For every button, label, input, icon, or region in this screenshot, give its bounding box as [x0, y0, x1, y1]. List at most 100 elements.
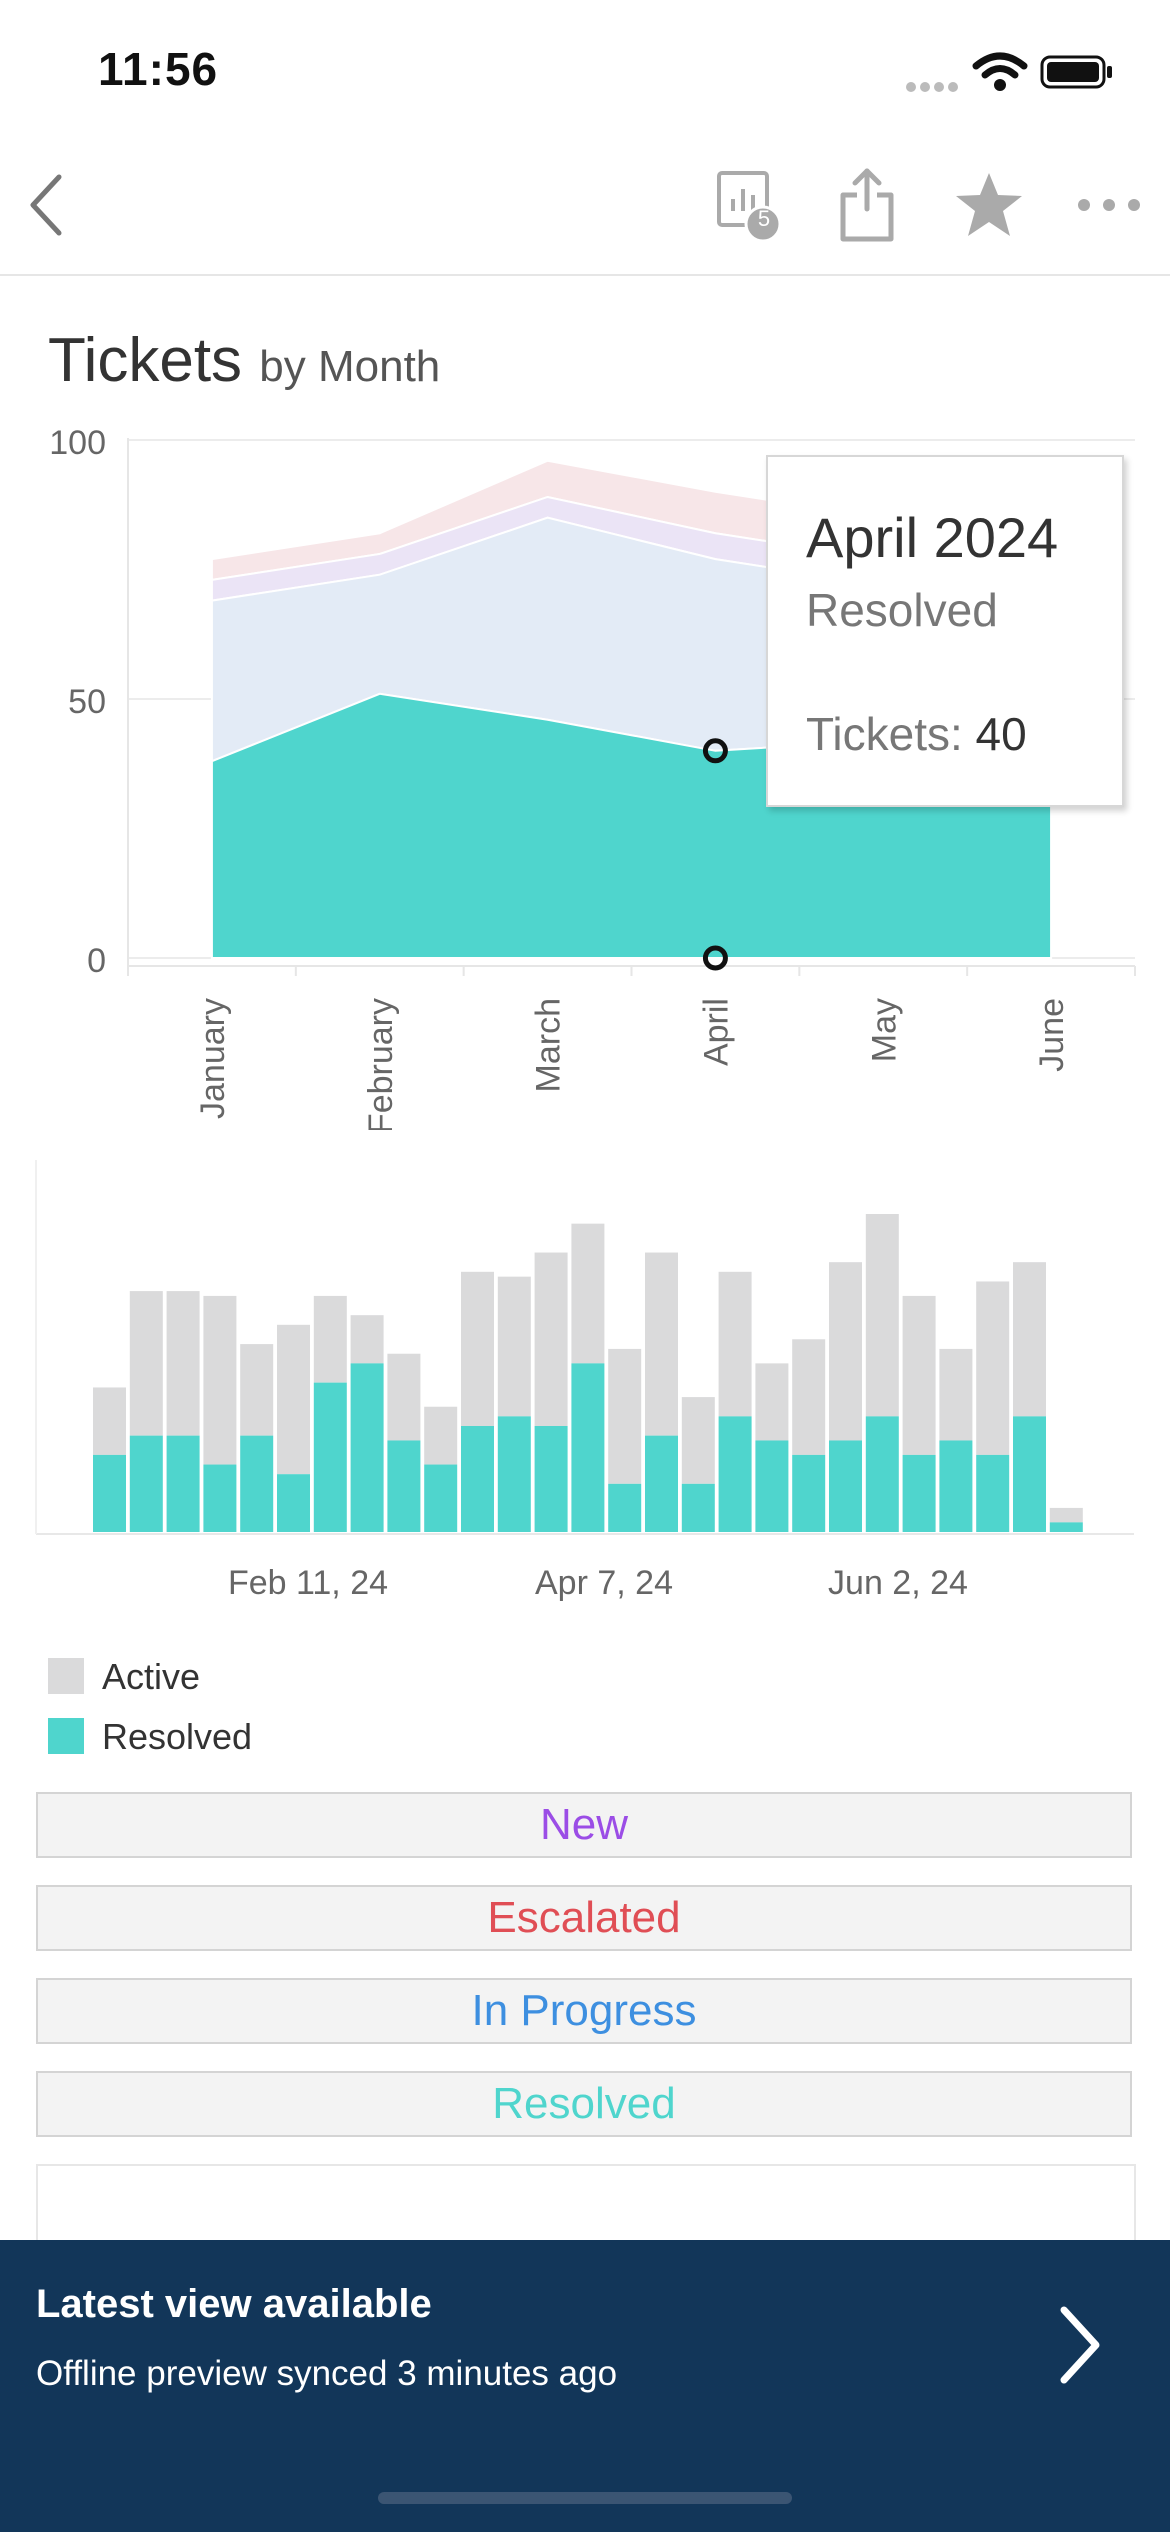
bar-resolved[interactable] — [902, 1454, 936, 1532]
bar-resolved[interactable] — [497, 1416, 531, 1532]
bar-active[interactable] — [129, 1291, 163, 1436]
bar-resolved[interactable] — [277, 1474, 310, 1532]
bar-active[interactable] — [681, 1397, 715, 1484]
bar-active[interactable] — [792, 1339, 826, 1455]
bar-resolved[interactable] — [461, 1426, 494, 1532]
x-tick-label: April — [697, 998, 735, 1066]
x-tick-label: May — [865, 998, 903, 1062]
bar-resolved[interactable] — [129, 1435, 163, 1532]
share-icon — [840, 168, 894, 242]
more-button[interactable] — [1064, 160, 1154, 250]
status-bar: 11:56 — [0, 0, 1170, 140]
bar-resolved[interactable] — [424, 1464, 458, 1532]
bar-active[interactable] — [645, 1252, 678, 1436]
tooltip-value-label: Tickets: — [806, 708, 963, 760]
tooltip-value: 40 — [975, 708, 1027, 760]
views-button[interactable]: 5 — [700, 160, 790, 250]
selected-point-marker[interactable] — [702, 738, 728, 764]
bar-resolved[interactable] — [755, 1440, 789, 1532]
baseline-point-marker[interactable] — [702, 945, 728, 971]
bar-resolved[interactable] — [534, 1426, 568, 1532]
bar-resolved[interactable] — [829, 1440, 862, 1532]
bar-resolved[interactable] — [608, 1483, 642, 1532]
sheet-title: Tickets by Month — [48, 325, 440, 396]
home-indicator — [378, 2492, 792, 2504]
bar-resolved[interactable] — [976, 1454, 1010, 1532]
bar-active[interactable] — [350, 1315, 384, 1364]
x-tick-label: January — [194, 998, 232, 1119]
bar-active[interactable] — [497, 1276, 531, 1417]
bar-resolved[interactable] — [93, 1454, 126, 1532]
chevron-left-icon — [30, 174, 62, 236]
bar-resolved[interactable] — [645, 1435, 678, 1532]
bar-active[interactable] — [387, 1353, 421, 1441]
bar-active[interactable] — [1013, 1262, 1046, 1417]
bar-active[interactable] — [166, 1291, 200, 1436]
bar-resolved[interactable] — [387, 1440, 421, 1532]
x-tick-label: June — [1033, 998, 1071, 1072]
bar-active[interactable] — [1049, 1507, 1083, 1523]
share-button[interactable] — [822, 160, 912, 250]
bar-resolved[interactable] — [1049, 1522, 1083, 1532]
bar-resolved[interactable] — [865, 1416, 899, 1532]
bar-active[interactable] — [424, 1406, 458, 1465]
bar-active[interactable] — [277, 1324, 310, 1475]
bar-resolved[interactable] — [792, 1454, 826, 1532]
bar-resolved[interactable] — [166, 1435, 200, 1532]
tooltip-series: Resolved — [806, 584, 998, 636]
filter-new-button[interactable]: New — [36, 1792, 1132, 1858]
top-toolbar: 5 — [0, 140, 1170, 276]
bar-active[interactable] — [240, 1344, 274, 1436]
bar-resolved[interactable] — [203, 1464, 237, 1532]
bar-active[interactable] — [93, 1387, 126, 1455]
y-tick-label: 50 — [68, 683, 106, 721]
bar-active[interactable] — [976, 1281, 1010, 1455]
y-tick-label: 0 — [87, 942, 106, 980]
bar-active[interactable] — [461, 1271, 494, 1426]
latest-view-banner[interactable]: Latest view available Offline preview sy… — [0, 2240, 1170, 2532]
chart-tooltip: April 2024 Resolved Tickets: 40 — [766, 455, 1124, 807]
chart-views-icon — [717, 171, 782, 243]
bar-active[interactable] — [203, 1295, 237, 1465]
bar-active[interactable] — [755, 1363, 789, 1441]
y-tick-label: 100 — [49, 430, 106, 462]
empty-panel — [36, 2164, 1136, 2246]
title-sub: by Month — [259, 342, 441, 391]
bar-resolved[interactable] — [939, 1440, 973, 1532]
title-main: Tickets — [48, 326, 243, 395]
bar-resolved[interactable] — [571, 1363, 605, 1532]
bar-active[interactable] — [902, 1295, 936, 1455]
tickets-bar-chart[interactable]: Feb 11, 24 Apr 7, 24 Jun 2, 24 — [0, 1150, 1170, 1620]
bar-active[interactable] — [313, 1295, 347, 1383]
bar-active[interactable] — [829, 1262, 862, 1441]
back-button[interactable] — [2, 160, 92, 250]
filter-in-progress-button[interactable]: In Progress — [36, 1978, 1132, 2044]
bar-resolved[interactable] — [1013, 1416, 1046, 1532]
bar-active[interactable] — [571, 1223, 605, 1364]
bar-active[interactable] — [939, 1348, 973, 1441]
tooltip-title: April 2024 — [806, 506, 1059, 569]
battery-icon — [1040, 55, 1112, 89]
bar-x-tick-label: Apr 7, 24 — [535, 1564, 673, 1602]
views-badge: 5 — [757, 206, 771, 231]
bar-x-tick-label: Jun 2, 24 — [828, 1564, 968, 1602]
bar-active[interactable] — [608, 1348, 642, 1484]
bar-resolved[interactable] — [350, 1363, 384, 1532]
filter-resolved-button[interactable]: Resolved — [36, 2071, 1132, 2137]
filter-escalated-button[interactable]: Escalated — [36, 1885, 1132, 1951]
legend-label-resolved: Resolved — [102, 1716, 253, 1757]
bar-resolved[interactable] — [718, 1416, 752, 1532]
ellipsis-icon — [1078, 199, 1140, 211]
bar-active[interactable] — [718, 1271, 752, 1417]
banner-subtitle: Offline preview synced 3 minutes ago — [36, 2354, 618, 2393]
tooltip-value-line: Tickets: 40 — [806, 707, 1027, 761]
legend-label-active: Active — [102, 1656, 201, 1697]
bar-resolved[interactable] — [681, 1483, 715, 1532]
bar-resolved[interactable] — [313, 1382, 347, 1532]
chevron-right-icon[interactable] — [1050, 2300, 1110, 2390]
bar-active[interactable] — [534, 1252, 568, 1426]
star-icon — [956, 173, 1022, 236]
bar-active[interactable] — [865, 1214, 899, 1417]
favorite-button[interactable] — [944, 160, 1034, 250]
bar-resolved[interactable] — [240, 1435, 274, 1532]
